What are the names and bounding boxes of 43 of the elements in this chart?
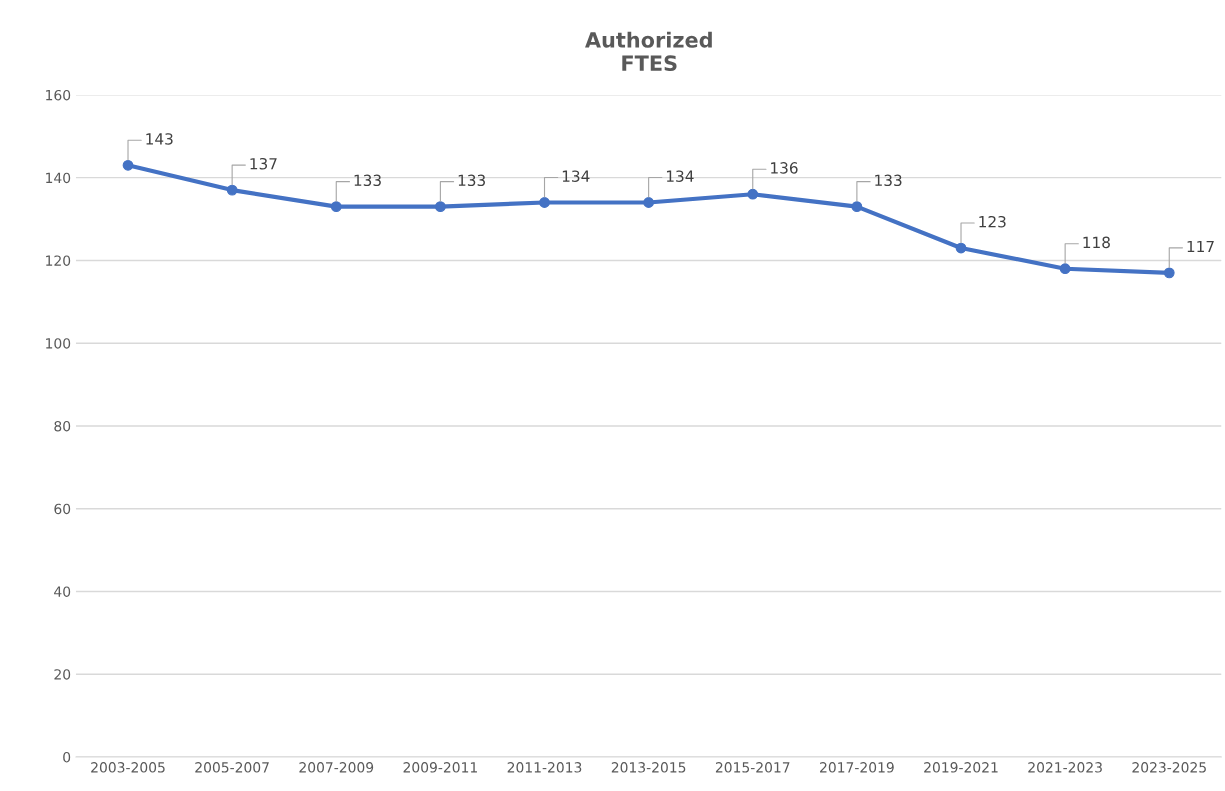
- point: [851, 201, 863, 213]
- x-tick-label: 2013-2015: [611, 762, 686, 773]
- data-label: 137: [250, 157, 277, 170]
- x-tick-label: 2023-2025: [1132, 762, 1206, 773]
- data-label: 118: [1083, 236, 1110, 249]
- point: [330, 201, 342, 213]
- y-tick-label: 120: [46, 255, 71, 266]
- data-label: 117: [1187, 240, 1214, 253]
- y-tick-label: 100: [46, 338, 71, 349]
- data-label: 136: [771, 162, 798, 174]
- point: [435, 201, 446, 213]
- x-tick-label: 2017-2019: [820, 762, 894, 773]
- chart-title: Authorized FTES: [585, 31, 712, 72]
- x-tick-label: 2007-2009: [299, 762, 374, 773]
- point: [122, 159, 134, 171]
- x-tick-label: 2009-2011: [403, 762, 477, 773]
- point: [955, 242, 967, 254]
- point: [539, 197, 550, 208]
- y-tick-label: 160: [46, 89, 71, 101]
- data-label: 134: [666, 170, 694, 182]
- data-label: 123: [979, 215, 1006, 228]
- y-tick-label: 80: [54, 420, 71, 432]
- data-label: 133: [875, 174, 902, 187]
- point: [1059, 263, 1071, 275]
- x-tick-label: 2015-2017: [715, 762, 790, 773]
- point: [226, 184, 238, 196]
- point: [643, 197, 655, 208]
- x-tick-label: 2021-2023: [1028, 762, 1102, 773]
- data-label: 143: [146, 133, 173, 145]
- y-tick-label: 140: [46, 172, 71, 184]
- y-tick-label: 40: [54, 586, 71, 597]
- x-tick-label: 2019-2021: [924, 762, 998, 773]
- y-tick-label: 20: [54, 669, 71, 680]
- x-tick-label: 2011-2013: [507, 762, 582, 773]
- point: [1163, 267, 1175, 279]
- y-tick-label: 60: [54, 503, 71, 515]
- data-label: 133: [458, 174, 485, 187]
- data-label: 134: [562, 170, 590, 182]
- data-label: 133: [354, 174, 381, 187]
- point: [747, 188, 759, 200]
- x-tick-label: 2003-2005: [91, 762, 165, 773]
- x-tick-label: 2005-2007: [195, 762, 269, 773]
- y-tick-label: 0: [63, 751, 71, 763]
